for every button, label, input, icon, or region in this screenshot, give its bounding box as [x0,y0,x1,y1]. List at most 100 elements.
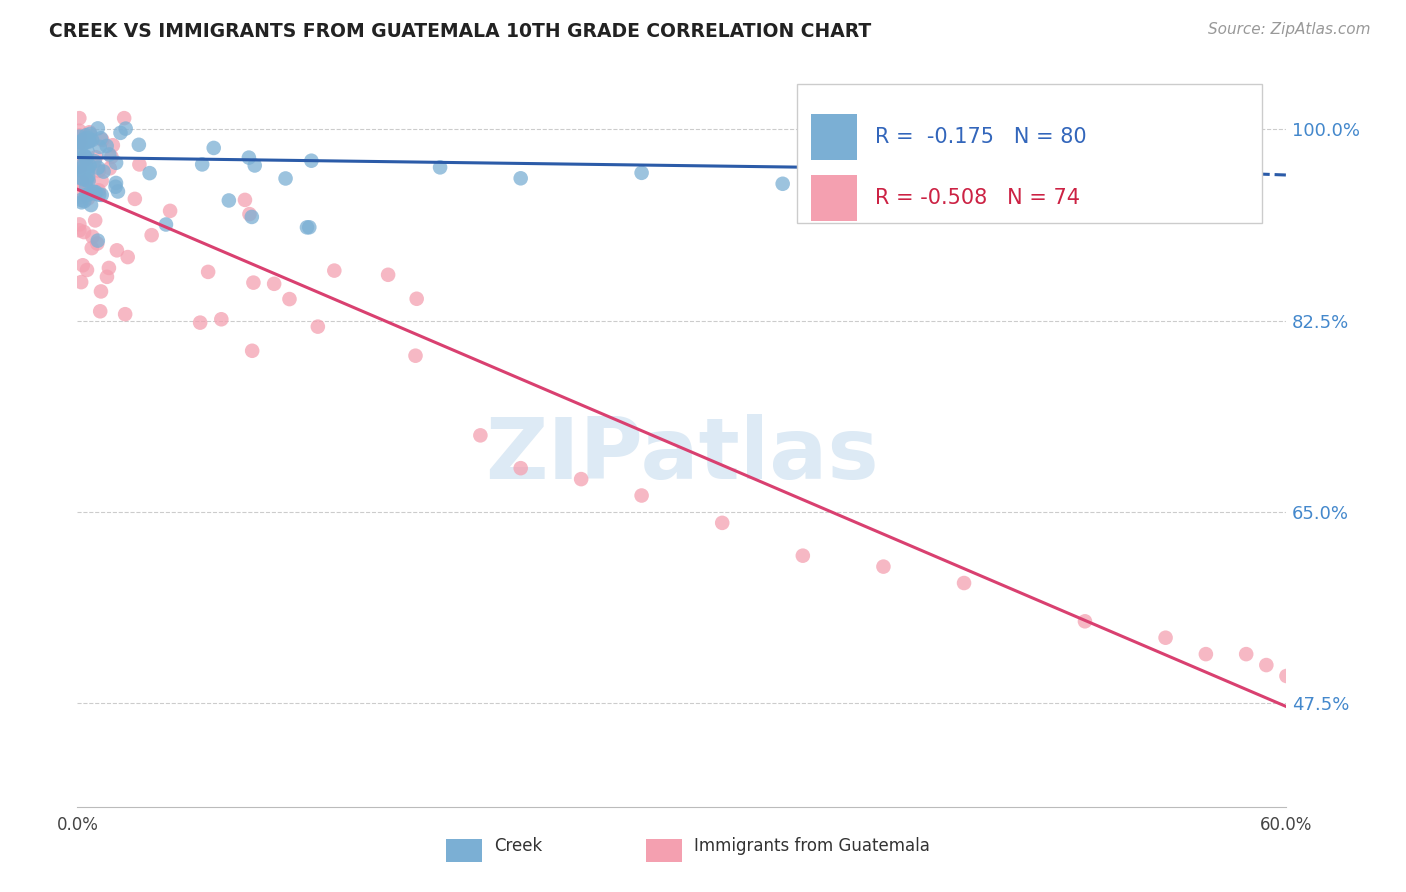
Point [69,160,91,174]
Point [240,210,263,224]
Point [1174,166,1197,180]
Point [953,576,976,591]
Point [70,175,93,189]
Point [67,111,90,125]
Point [67,162,90,177]
Point [569,472,592,486]
Point [77,135,100,149]
Point [67,223,90,237]
Point [138,166,160,180]
Point [82,229,104,244]
Point [82,133,104,147]
Point [87,187,110,202]
Point [630,489,652,503]
Point [83,185,105,199]
Point [76,173,98,187]
Point [307,319,329,334]
Point [377,268,399,282]
Point [792,549,814,563]
Point [84,150,107,164]
Point [242,276,264,290]
Point [73,225,96,239]
Point [70,275,93,289]
Point [70,195,93,210]
Point [238,207,260,221]
Point [77,174,100,188]
Point [128,137,150,152]
Point [1275,669,1298,683]
Point [87,234,110,248]
Point [1074,615,1097,629]
Point [72,258,94,272]
Point [243,159,266,173]
Point [76,130,98,145]
Point [128,157,150,171]
Point [87,121,110,136]
Point [141,228,163,243]
Point [278,292,301,306]
Point [218,194,240,208]
Point [114,307,136,321]
Point [87,161,110,175]
Point [1256,658,1278,673]
Point [470,428,492,442]
Point [1114,177,1136,191]
Point [100,150,122,164]
Point [191,157,214,171]
Point [98,161,121,176]
Point [79,127,101,141]
Point [76,145,98,159]
Point [90,187,112,202]
Point [105,244,128,258]
Point [67,218,90,232]
Point [105,176,128,190]
Point [96,139,118,153]
Point [67,128,90,143]
Text: ZIPatlas: ZIPatlas [485,414,879,497]
Point [104,179,127,194]
Point [77,187,100,202]
Point [69,145,91,160]
Point [238,151,260,165]
Point [209,312,232,326]
Text: Source: ZipAtlas.com: Source: ZipAtlas.com [1208,22,1371,37]
Point [101,138,124,153]
Point [73,161,96,176]
Point [509,461,531,475]
Point [89,140,111,154]
Point [872,559,894,574]
Text: Creek: Creek [495,838,543,855]
Point [80,241,103,255]
Point [912,166,935,180]
Point [110,126,132,140]
Point [67,135,90,149]
Point [73,149,96,163]
Point [114,121,136,136]
Point [89,304,111,318]
Point [77,169,100,184]
Point [87,183,110,197]
Point [77,172,100,186]
Point [1234,647,1257,661]
Point [70,161,93,175]
Point [76,163,98,178]
Point [73,194,96,208]
Point [197,265,219,279]
Point [772,177,794,191]
Point [124,192,146,206]
Point [67,129,90,144]
Point [295,220,318,235]
Point [67,178,90,192]
Point [93,164,115,178]
Point [1215,171,1237,186]
Point [263,277,285,291]
Point [75,152,97,166]
Point [90,131,112,145]
Point [323,263,346,277]
Point [75,157,97,171]
Text: CREEK VS IMMIGRANTS FROM GUATEMALA 10TH GRADE CORRELATION CHART: CREEK VS IMMIGRANTS FROM GUATEMALA 10TH … [49,22,872,41]
Point [202,141,225,155]
Point [299,153,322,168]
Point [112,111,135,125]
Point [75,188,97,202]
